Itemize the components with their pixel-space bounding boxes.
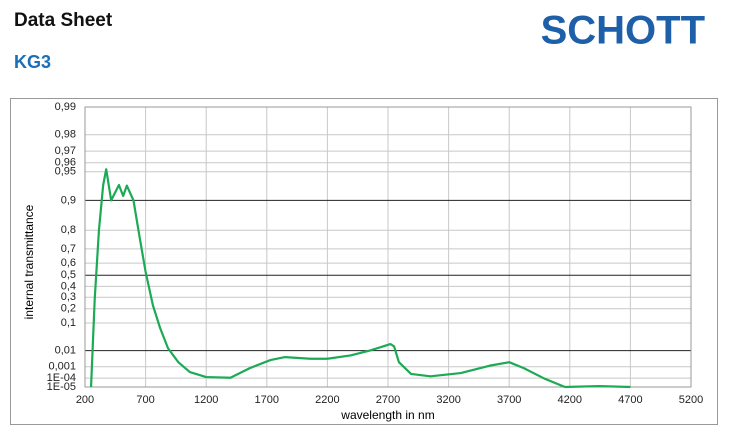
logo: SCHOTT — [541, 9, 705, 53]
y-tick-label: 0,6 — [61, 257, 76, 269]
x-tick-label: 1700 — [255, 394, 279, 406]
x-tick-label: 200 — [76, 394, 94, 406]
y-tick-label: 0,001 — [48, 361, 76, 373]
y-tick-label: 0,4 — [61, 280, 76, 292]
y-tick-label: 0,7 — [61, 243, 76, 255]
plot-border — [84, 106, 692, 388]
y-tick-label: 0,01 — [55, 344, 76, 356]
x-tick-label: 4700 — [618, 394, 642, 406]
y-tick-label: 0,9 — [61, 194, 76, 206]
x-tick-label: 3700 — [497, 394, 521, 406]
title: Data Sheet — [14, 10, 113, 31]
y-tick-label: 0,1 — [61, 317, 76, 329]
y-tick-label: 0,97 — [55, 145, 76, 157]
y-tick-label: 0,8 — [61, 224, 76, 236]
x-tick-label: 3200 — [436, 394, 460, 406]
x-axis-label: wavelength in nm — [340, 408, 434, 422]
subtitle: KG3 — [14, 52, 51, 72]
y-tick-label: 0,96 — [55, 157, 76, 169]
y-tick-label: 1E-04 — [47, 372, 76, 384]
x-tick-label: 2700 — [376, 394, 400, 406]
y-tick-label: 1E-05 — [47, 381, 76, 393]
x-tick-label: 2200 — [315, 394, 339, 406]
x-tick-label: 1200 — [194, 394, 218, 406]
y-tick-label: 0,3 — [61, 291, 76, 303]
data-line — [89, 168, 631, 389]
y-axis-label: internal transmittance — [22, 204, 36, 319]
chart-frame — [10, 98, 718, 425]
y-tick-label: 0,2 — [61, 303, 76, 315]
x-tick-label: 5200 — [679, 394, 703, 406]
y-tick-label: 0,99 — [55, 101, 76, 113]
y-tick-label: 0,98 — [55, 129, 76, 141]
x-tick-label: 4200 — [558, 394, 582, 406]
y-tick-label: 0,5 — [61, 269, 76, 281]
x-tick-label: 700 — [136, 394, 154, 406]
y-tick-label: 0,95 — [55, 166, 76, 178]
